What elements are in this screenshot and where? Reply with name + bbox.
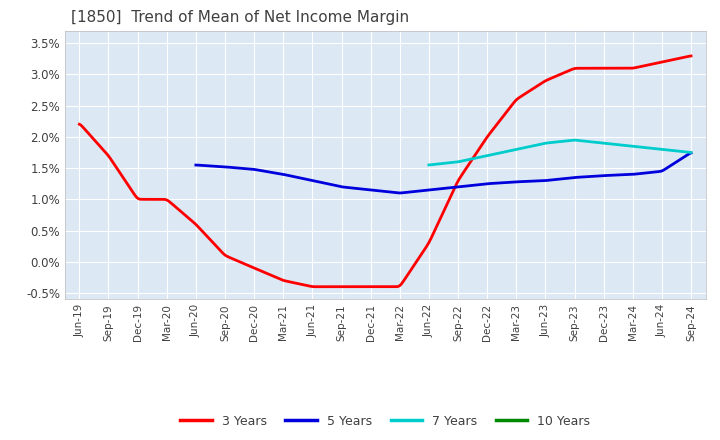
Text: [1850]  Trend of Mean of Net Income Margin: [1850] Trend of Mean of Net Income Margi…	[71, 11, 410, 26]
Legend: 3 Years, 5 Years, 7 Years, 10 Years: 3 Years, 5 Years, 7 Years, 10 Years	[176, 410, 595, 433]
